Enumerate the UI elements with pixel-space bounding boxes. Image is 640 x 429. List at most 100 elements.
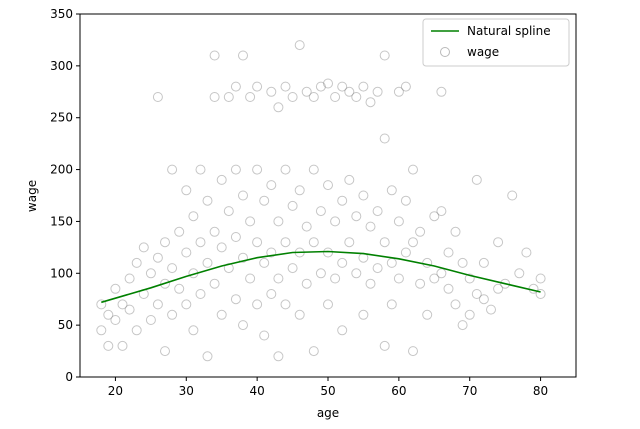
scatter-point (174, 226, 185, 237)
scatter-point (386, 299, 397, 310)
scatter-point (238, 50, 248, 61)
scatter-point (386, 257, 397, 268)
y-tick-label: 200 (50, 163, 73, 177)
scatter-point (160, 346, 170, 357)
scatter-point (379, 50, 390, 61)
scatter-point (415, 226, 426, 237)
scatter-point (273, 351, 284, 362)
x-tick-label: 50 (320, 384, 335, 398)
scatter-point (400, 195, 411, 206)
scatter-point (174, 283, 185, 294)
x-tick-label: 20 (108, 384, 123, 398)
scatter-point (393, 216, 404, 227)
scatter-point (167, 164, 178, 175)
scatter-point (110, 283, 121, 294)
scatter-point (330, 273, 341, 284)
scatter-point (408, 237, 418, 248)
scatter-point (478, 257, 489, 268)
scatter-point (436, 86, 447, 97)
scatter-point (443, 283, 454, 294)
scatter-point (280, 237, 291, 248)
scatter-point (273, 102, 284, 113)
legend-box (422, 18, 570, 67)
scatter-point (301, 86, 312, 97)
scatter-point (145, 315, 156, 325)
scatter-point (457, 257, 468, 268)
scatter-point (386, 185, 397, 196)
y-axis-label: wage (25, 180, 39, 212)
scatter-point (464, 309, 475, 320)
y-tick-label: 100 (50, 266, 73, 280)
scatter-point (315, 206, 326, 217)
scatter-point (337, 257, 348, 268)
scatter-point (393, 86, 404, 97)
y-tick-label: 0 (65, 370, 73, 384)
scatter-point (330, 92, 341, 102)
scatter-point (514, 268, 525, 279)
scatter-point (393, 273, 404, 284)
scatter-point (209, 50, 220, 61)
scatter-point (238, 252, 248, 263)
scatter-point (408, 346, 418, 357)
scatter-point (379, 237, 390, 248)
scatter-point (400, 81, 411, 92)
scatter-point (245, 92, 256, 102)
scatter-point (266, 289, 277, 299)
scatter-point (493, 237, 504, 248)
scatter-point (308, 164, 319, 175)
scatter-point (230, 81, 241, 92)
scatter-point (351, 92, 362, 102)
scatter-point (415, 278, 426, 289)
scatter-point (188, 211, 199, 222)
scatter-point (500, 278, 511, 289)
scatter-point (443, 247, 454, 258)
scatter-point (259, 330, 270, 341)
scatter-point (259, 257, 270, 268)
scatter-point (167, 263, 178, 274)
legend-marker-wage (440, 47, 450, 57)
scatter-point (287, 263, 298, 274)
y-tick-label: 300 (50, 59, 73, 73)
scatter-point (408, 164, 418, 175)
scatter-point (436, 268, 447, 279)
scatter-point (188, 325, 199, 336)
scatter-point (181, 299, 192, 310)
x-tick-label: 60 (391, 384, 406, 398)
legend: Natural spline wage (422, 18, 570, 67)
scatter-point (507, 190, 518, 201)
scatter-point (358, 81, 369, 92)
scatter-point (301, 278, 312, 289)
scatter-point (308, 92, 319, 102)
y-tick-label: 350 (50, 7, 73, 21)
scatter-point (330, 216, 341, 227)
scatter-point (160, 278, 170, 289)
scatter-points (96, 40, 546, 362)
scatter-point (301, 221, 312, 232)
scatter-point (152, 299, 163, 310)
scatter-point (344, 237, 355, 248)
x-tick-label: 30 (179, 384, 194, 398)
scatter-point (202, 257, 213, 268)
scatter-point (450, 299, 461, 310)
scatter-point (202, 351, 213, 362)
scatter-point (230, 164, 241, 175)
scatter-point (103, 340, 114, 351)
scatter-point (365, 278, 376, 289)
scatter-point (471, 174, 482, 185)
scatter-point (344, 174, 355, 185)
scatter-point (464, 273, 475, 284)
scatter-point (131, 257, 142, 268)
scatter-point (252, 164, 263, 175)
scatter-point (337, 325, 348, 336)
scatter-point (252, 237, 263, 248)
scatter-point (209, 278, 220, 289)
y-tick-label: 250 (50, 111, 73, 125)
scatter-point (96, 299, 107, 310)
scatter-point (138, 242, 149, 253)
scatter-point (209, 92, 220, 102)
scatter-point (273, 216, 284, 227)
spline-line (101, 250, 541, 304)
scatter-point (152, 92, 163, 102)
scatter-point (230, 232, 241, 242)
